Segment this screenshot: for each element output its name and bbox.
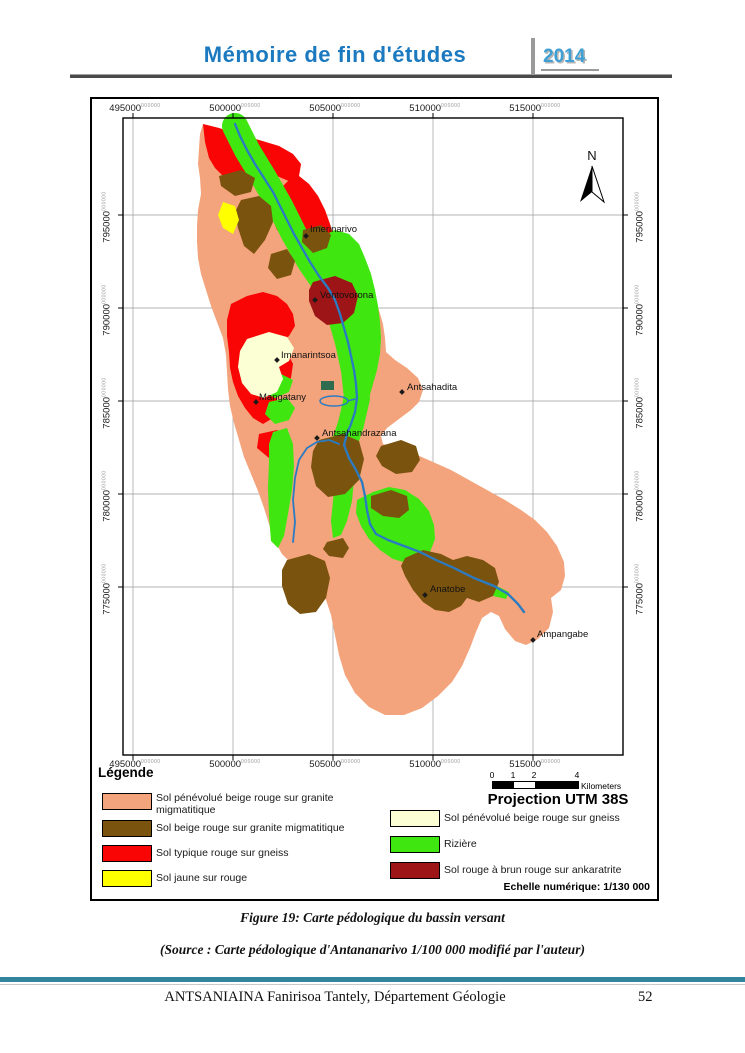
legend-label: Sol typique rouge sur gneiss <box>156 847 289 859</box>
header-rule <box>70 74 672 78</box>
place-label: Antsahandrazana <box>322 428 397 439</box>
legend-title: Légende <box>98 765 154 780</box>
axis-label-top: 515000000000 <box>509 103 561 115</box>
axis-label-right: 775000000000 <box>634 563 646 615</box>
axis-label-left: 785000000000 <box>101 377 113 429</box>
axis-label-right: 795000000000 <box>634 191 646 243</box>
place-label: Ampangabe <box>537 629 588 640</box>
scalebar-tick: 1 <box>510 770 516 780</box>
soil-region-ankaratrite <box>309 276 358 325</box>
footer-line <box>0 984 745 985</box>
axis-label-left: 790000000000 <box>101 284 113 336</box>
soil-region-beige-rouge-granite <box>219 170 499 614</box>
place-label: Anatobe <box>430 584 465 595</box>
legend-swatch-green <box>390 836 440 853</box>
river-line <box>233 122 526 614</box>
place-label: Mangatany <box>259 392 306 403</box>
north-label: N <box>587 148 596 163</box>
legend-swatch-cream <box>390 810 440 827</box>
legend-label: Sol beige rouge sur granite migmatitique <box>156 822 345 834</box>
scalebar-tick: 2 <box>531 770 537 780</box>
axis-label-right: 785000000000 <box>634 377 646 429</box>
legend-swatch-red <box>102 845 152 862</box>
soil-region-dark-patch <box>321 381 334 390</box>
legend-label: Sol jaune sur rouge <box>156 872 248 884</box>
axis-label-top: 510000000000 <box>409 103 461 115</box>
legend-label: Rizière <box>444 838 477 850</box>
axis-label-bottom: 515000000000 <box>509 759 561 771</box>
soil-map: Imerinarivo Vontovorona Imanarintsoa Man… <box>118 113 628 760</box>
place-label: Imanarintsoa <box>281 350 337 361</box>
legend-label: Sol pénévolué beige rouge sur granite mi… <box>156 792 334 816</box>
legend-label: Sol rouge à brun rouge sur ankaratrite <box>444 864 622 876</box>
projection-label: Projection UTM 38S <box>487 791 629 808</box>
scalebar-tick: 4 <box>574 770 580 780</box>
axis-label-right: 780000000000 <box>634 470 646 522</box>
pond-channel <box>347 398 356 402</box>
map-box: 495000000000 500000000000 505000000000 5… <box>90 97 659 901</box>
map-ticks <box>118 113 628 760</box>
numeric-scale-label: Echelle numérique: 1/130 000 <box>503 881 651 893</box>
figure-caption: Figure 19: Carte pédologique du bassin v… <box>240 910 505 925</box>
soil-region-penevolue-gneiss <box>238 332 294 398</box>
place-markers <box>253 233 536 643</box>
axis-label-bottom: 505000000000 <box>309 759 361 771</box>
place-label: Vontovorona <box>320 290 374 301</box>
source-caption: (Source : Carte pédologique d'Antananari… <box>160 942 585 957</box>
axis-label-left: 780000000000 <box>101 470 113 522</box>
axis-label-left: 795000000000 <box>101 191 113 243</box>
axis-label-top: 495000000000 <box>109 103 161 115</box>
river-tributary <box>292 439 340 543</box>
soil-region-jaune <box>218 202 239 234</box>
page-title: Mémoire de fin d'études <box>203 42 467 67</box>
footer-author: ANTSANIAINA Fanirisoa Tantely, Départeme… <box>164 989 506 1005</box>
header-separator <box>531 38 535 78</box>
map-frame <box>122 117 624 756</box>
legend-swatch-salmon <box>102 793 152 810</box>
axis-label-left: 775000000000 <box>101 563 113 615</box>
axis-label-bottom: 510000000000 <box>409 759 461 771</box>
footer-page-number: 52 <box>638 989 653 1005</box>
axis-label-top: 500000000000 <box>209 103 261 115</box>
place-label: Imerinarivo <box>310 224 357 235</box>
place-label: Antsahadita <box>407 382 458 393</box>
header-year: 2014 <box>541 46 600 71</box>
legend-swatch-brown <box>102 820 152 837</box>
legend-swatch-yellow <box>102 870 152 887</box>
footer-bar <box>0 977 745 982</box>
axis-label-bottom: 500000000000 <box>209 759 261 771</box>
scalebar-unit: Kilometers <box>581 781 622 791</box>
scalebar <box>492 781 579 789</box>
north-arrow-icon: N <box>580 148 606 204</box>
axis-label-top: 505000000000 <box>309 103 361 115</box>
axis-label-right: 790000000000 <box>634 284 646 336</box>
legend-swatch-darkred <box>390 862 440 879</box>
scalebar-tick: 0 <box>489 770 495 780</box>
axis-label-bottom: 495000000000 <box>109 759 161 771</box>
legend-label: Sol pénévolué beige rouge sur gneiss <box>444 812 620 824</box>
